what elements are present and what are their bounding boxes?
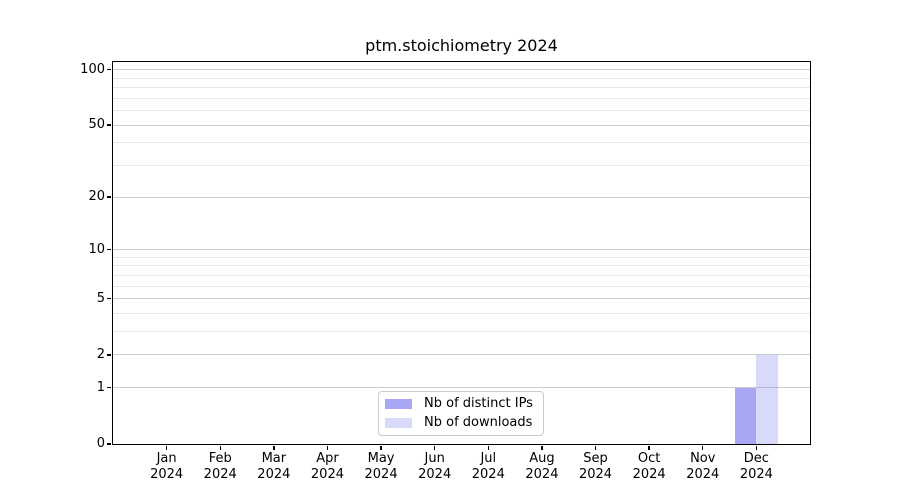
x-tick-month: Jan	[156, 451, 177, 466]
y-gridline-minor	[113, 285, 810, 287]
y-tick-label: 100	[80, 61, 105, 77]
y-gridline-minor	[113, 256, 810, 258]
x-axis-tick	[326, 445, 329, 451]
legend-swatch-downloads	[385, 417, 412, 429]
y-gridline-minor	[113, 331, 810, 333]
x-axis-tick	[594, 445, 597, 451]
x-tick-year: 2024	[739, 466, 773, 482]
x-tick-year: 2024	[364, 466, 398, 482]
y-tick-label: 1	[96, 379, 105, 395]
legend-item-downloads: Nb of downloads	[385, 415, 543, 431]
x-tick-label: Aug 2024	[500, 451, 584, 482]
x-axis-tick	[219, 445, 221, 451]
x-tick-month: Sep	[583, 451, 608, 466]
x-axis-tick	[541, 445, 543, 451]
bar-downloads-dec	[756, 354, 778, 444]
y-gridline-minor	[113, 142, 810, 144]
x-tick-month: Oct	[637, 451, 661, 466]
y-tick-label: 5	[96, 290, 105, 306]
x-axis-tick	[755, 445, 758, 451]
x-tick-year: 2024	[632, 466, 666, 482]
x-tick-month: Jun	[424, 451, 445, 466]
y-axis-tick	[106, 297, 112, 300]
x-axis-tick	[165, 445, 168, 451]
x-tick-year: 2024	[525, 466, 559, 482]
y-gridline-minor	[113, 97, 810, 99]
y-gridline-minor	[113, 164, 810, 166]
x-axis-tick	[702, 445, 704, 451]
x-tick-year: 2024	[418, 466, 452, 482]
x-tick-year: 2024	[310, 466, 344, 482]
x-tick-label: Sep 2024	[554, 451, 638, 482]
legend-label-distinct-ips: Nb of distinct IPs	[424, 396, 533, 411]
legend-swatch-distinct-ips	[385, 398, 412, 410]
x-tick-month: Mar	[261, 451, 287, 466]
y-gridline-major	[113, 298, 810, 300]
x-tick-label: Feb 2024	[178, 451, 262, 482]
x-axis-tick	[273, 445, 275, 451]
x-tick-year: 2024	[203, 466, 237, 482]
x-tick-year: 2024	[257, 466, 291, 482]
x-tick-label: Nov 2024	[661, 451, 745, 482]
x-tick-year: 2024	[471, 466, 505, 482]
y-gridline-minor	[113, 87, 810, 89]
bar-distinct-ips-dec	[734, 387, 757, 444]
legend-item-distinct-ips: Nb of distinct IPs	[385, 396, 543, 412]
x-tick-month: Dec	[743, 451, 769, 466]
y-gridline-major	[113, 249, 810, 250]
y-gridline-major	[113, 387, 810, 389]
legend-label-downloads: Nb of downloads	[424, 415, 533, 430]
y-gridline-minor	[113, 274, 810, 276]
x-axis-tick	[433, 445, 436, 451]
y-axis-tick	[106, 68, 112, 71]
y-axis-tick	[106, 248, 112, 251]
y-axis-tick	[106, 387, 112, 389]
x-tick-month: Jul	[480, 451, 497, 466]
x-tick-label: May 2024	[339, 451, 423, 482]
y-gridline-major	[113, 196, 810, 198]
y-gridline-major	[113, 69, 810, 71]
x-tick-label: Dec 2024	[714, 451, 798, 482]
x-tick-label: Jul 2024	[446, 451, 530, 482]
plot-area: Nb of distinct IPs Nb of downloads	[113, 62, 810, 444]
y-axis-tick	[106, 124, 112, 126]
y-tick-label: 0	[96, 436, 105, 451]
y-axis-tick	[106, 196, 112, 198]
y-axis-tick	[106, 443, 112, 445]
x-tick-year: 2024	[578, 466, 613, 482]
x-tick-year: 2024	[150, 466, 184, 482]
y-tick-label: 20	[88, 189, 105, 205]
x-tick-month: Apr	[316, 451, 339, 466]
x-axis-tick	[487, 445, 489, 451]
y-gridline-minor	[113, 312, 810, 314]
y-gridline-minor	[113, 265, 810, 267]
y-gridline-minor	[113, 110, 810, 112]
y-tick-label: 10	[88, 241, 105, 257]
x-tick-year: 2024	[686, 466, 720, 482]
x-tick-label: Apr 2024	[285, 451, 369, 482]
y-gridline-minor	[113, 77, 810, 79]
x-tick-label: Jun 2024	[393, 451, 477, 482]
x-axis-tick	[380, 445, 382, 451]
x-tick-label: Jan 2024	[125, 451, 209, 482]
x-tick-month: Feb	[208, 451, 232, 466]
y-gridline-major	[113, 124, 810, 126]
y-gridline-major	[113, 354, 810, 356]
x-tick-month: Aug	[529, 451, 555, 466]
x-tick-label: Mar 2024	[232, 451, 316, 482]
x-axis-tick	[648, 445, 650, 451]
x-tick-label: Oct 2024	[607, 451, 691, 482]
y-tick-label: 50	[88, 117, 105, 133]
y-tick-label: 2	[96, 346, 105, 362]
x-tick-month: May	[367, 451, 395, 466]
legend: Nb of distinct IPs Nb of downloads	[378, 391, 544, 436]
chart-title: ptm.stoichiometry 2024	[365, 36, 558, 55]
y-axis-tick	[106, 354, 112, 356]
x-tick-month: Nov	[690, 451, 716, 466]
